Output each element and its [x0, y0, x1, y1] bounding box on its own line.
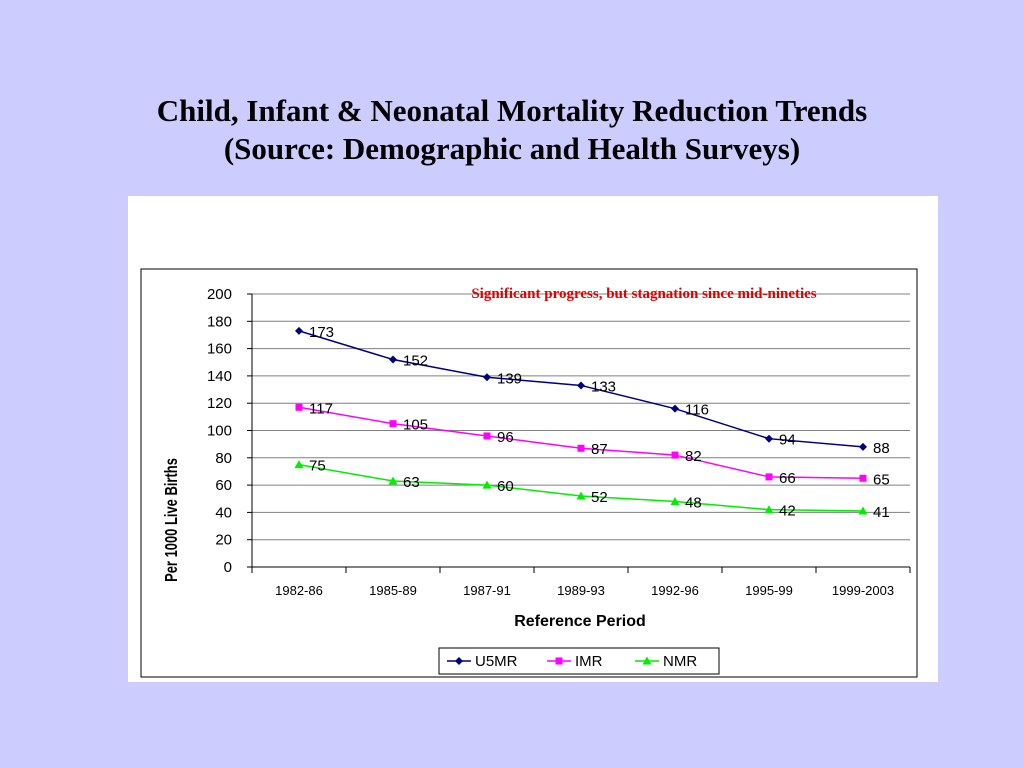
- data-point-nmr: [482, 480, 492, 489]
- data-label-imr: 105: [403, 417, 428, 434]
- legend-label-u5mr: U5MR: [475, 653, 518, 670]
- data-point-u5mr: [389, 355, 397, 364]
- y-tick-label: 160: [207, 341, 232, 358]
- data-label-imr: 87: [591, 441, 608, 458]
- axes: 0 20 40 60 80 100 120 140 160 180 200 1982-86 1985-8…: [207, 286, 911, 598]
- series-nmr: 75 63 60 52 48 42 41: [294, 458, 890, 521]
- x-tick-label: 1989-93: [557, 583, 605, 598]
- y-tick-label: 20: [215, 532, 232, 549]
- x-tick-label: 1982-86: [275, 583, 323, 598]
- data-point-nmr: [858, 506, 868, 515]
- data-point-imr: [671, 451, 679, 459]
- chart-panel: 0 20 40 60 80 100 120 140 160 180 200 1982-86 1985-8…: [128, 196, 938, 682]
- series-u5mr: 173 152 139 133 116 94 88: [295, 324, 890, 457]
- data-point-u5mr: [295, 326, 303, 335]
- data-label-u5mr: 133: [591, 378, 616, 395]
- data-label-nmr: 48: [685, 494, 702, 511]
- data-label-u5mr: 88: [873, 440, 890, 457]
- x-tick-label: 1995-99: [745, 583, 793, 598]
- x-tick-label: 1999-2003: [832, 583, 894, 598]
- plot-area-border: [140, 268, 918, 678]
- data-point-imr: [389, 420, 397, 428]
- slide-title-line2: (Source: Demographic and Health Surveys): [223, 131, 801, 166]
- data-label-imr: 117: [309, 400, 333, 417]
- y-axis-title: Per 1000 Live Births: [162, 458, 182, 582]
- data-point-imr: [483, 432, 491, 440]
- data-label-nmr: 42: [779, 503, 796, 520]
- legend-marker-nmr: [642, 656, 652, 665]
- x-tick-label: 1987-91: [463, 583, 511, 598]
- data-label-nmr: 60: [497, 478, 514, 495]
- chart-annotation: Significant progress, but stagnation sin…: [471, 286, 816, 302]
- data-label-nmr: 52: [591, 489, 608, 506]
- data-point-u5mr: [859, 442, 867, 451]
- y-tick-label: 60: [215, 477, 232, 494]
- data-point-nmr: [388, 476, 398, 485]
- data-point-u5mr: [577, 381, 585, 390]
- data-label-imr: 66: [779, 470, 796, 487]
- x-tick-label: 1992-96: [651, 583, 699, 598]
- data-point-nmr: [670, 496, 680, 505]
- data-point-u5mr: [671, 404, 679, 413]
- data-label-nmr: 63: [403, 474, 420, 491]
- data-point-imr: [859, 474, 867, 482]
- data-point-imr: [765, 473, 773, 481]
- legend-label-imr: IMR: [575, 653, 603, 670]
- data-label-u5mr: 139: [497, 370, 522, 387]
- data-label-imr: 65: [873, 471, 890, 488]
- legend-marker-u5mr: [455, 657, 463, 665]
- data-point-nmr: [576, 491, 586, 500]
- data-label-nmr: 41: [873, 504, 890, 521]
- data-label-u5mr: 116: [685, 402, 709, 419]
- data-point-u5mr: [765, 434, 773, 443]
- y-tick-label: 180: [207, 313, 232, 330]
- x-axis-title: Reference Period: [514, 613, 646, 630]
- y-tick-label: 140: [207, 368, 232, 385]
- legend-box: [438, 647, 720, 675]
- x-tick-label: 1985-89: [369, 583, 417, 598]
- line-chart: 0 20 40 60 80 100 120 140 160 180 200 1982-86 1985-8…: [140, 268, 918, 678]
- chart-legend: U5MR IMR NMR: [438, 647, 720, 675]
- gridlines: [252, 293, 910, 541]
- data-label-imr: 96: [497, 429, 514, 446]
- slide-title-line1: Child, Infant & Neonatal Mortality Reduc…: [156, 93, 868, 128]
- series-imr: 117 105 96 87 82 66 65: [295, 400, 890, 488]
- data-point-imr: [577, 444, 585, 452]
- data-label-u5mr: 94: [779, 432, 796, 449]
- y-tick-label: 200: [207, 286, 232, 303]
- data-point-imr: [295, 403, 303, 411]
- data-label-u5mr: 173: [309, 324, 334, 341]
- y-tick-label: 40: [215, 504, 232, 521]
- y-tick-label: 0: [224, 559, 232, 576]
- y-tick-label: 100: [207, 423, 232, 440]
- legend-marker-imr: [555, 657, 563, 665]
- series: 173 152 139 133 116 94 88 117 105 96 87 82 66 65 75 63 6…: [294, 324, 890, 521]
- data-point-nmr: [294, 460, 304, 469]
- y-tick-label: 80: [215, 450, 232, 467]
- data-label-imr: 82: [685, 448, 702, 465]
- slide-title: Child, Infant & Neonatal Mortality Reduc…: [0, 92, 1024, 168]
- data-point-u5mr: [483, 373, 491, 382]
- data-label-nmr: 75: [309, 458, 326, 475]
- legend-label-nmr: NMR: [663, 653, 697, 670]
- data-point-nmr: [764, 505, 774, 514]
- data-label-u5mr: 152: [403, 353, 428, 370]
- y-tick-label: 120: [207, 395, 232, 412]
